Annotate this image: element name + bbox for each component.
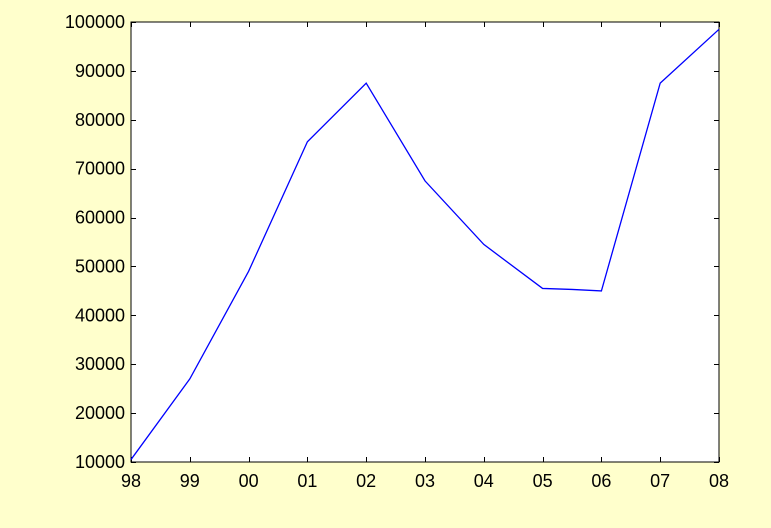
y-axis-tick-labels: 10000 20000 30000 40000 50000 60000 70000 80000… bbox=[65, 12, 125, 472]
y-tick-label: 100000 bbox=[65, 12, 125, 32]
x-tick-label: 06 bbox=[591, 471, 611, 491]
x-tick-label: 03 bbox=[415, 471, 435, 491]
y-tick-label: 80000 bbox=[75, 110, 125, 130]
series-line bbox=[130, 28, 720, 460]
x-tick-label: 01 bbox=[297, 471, 317, 491]
y-tick-label: 70000 bbox=[75, 159, 125, 179]
y-axis-ticks bbox=[131, 22, 719, 463]
y-tick-label: 90000 bbox=[75, 61, 125, 81]
y-tick-label: 30000 bbox=[75, 354, 125, 374]
x-tick-label: 04 bbox=[474, 471, 494, 491]
x-tick-label: 98 bbox=[121, 471, 141, 491]
x-axis-ticks bbox=[131, 22, 720, 462]
x-tick-label: 02 bbox=[356, 471, 376, 491]
y-tick-label: 20000 bbox=[75, 403, 125, 423]
x-tick-label: 07 bbox=[650, 471, 670, 491]
x-tick-label: 08 bbox=[709, 471, 729, 491]
x-tick-label: 99 bbox=[180, 471, 200, 491]
x-axis-tick-labels: 98 99 00 01 02 03 04 05 06 07 08 bbox=[121, 471, 729, 491]
plot-area bbox=[130, 21, 720, 463]
y-tick-label: 50000 bbox=[75, 256, 125, 276]
x-tick-label: 05 bbox=[533, 471, 553, 491]
y-tick-label: 40000 bbox=[75, 305, 125, 325]
y-tick-label: 60000 bbox=[75, 208, 125, 228]
y-tick-label: 10000 bbox=[75, 452, 125, 472]
series-group bbox=[130, 28, 720, 460]
x-tick-label: 00 bbox=[239, 471, 259, 491]
